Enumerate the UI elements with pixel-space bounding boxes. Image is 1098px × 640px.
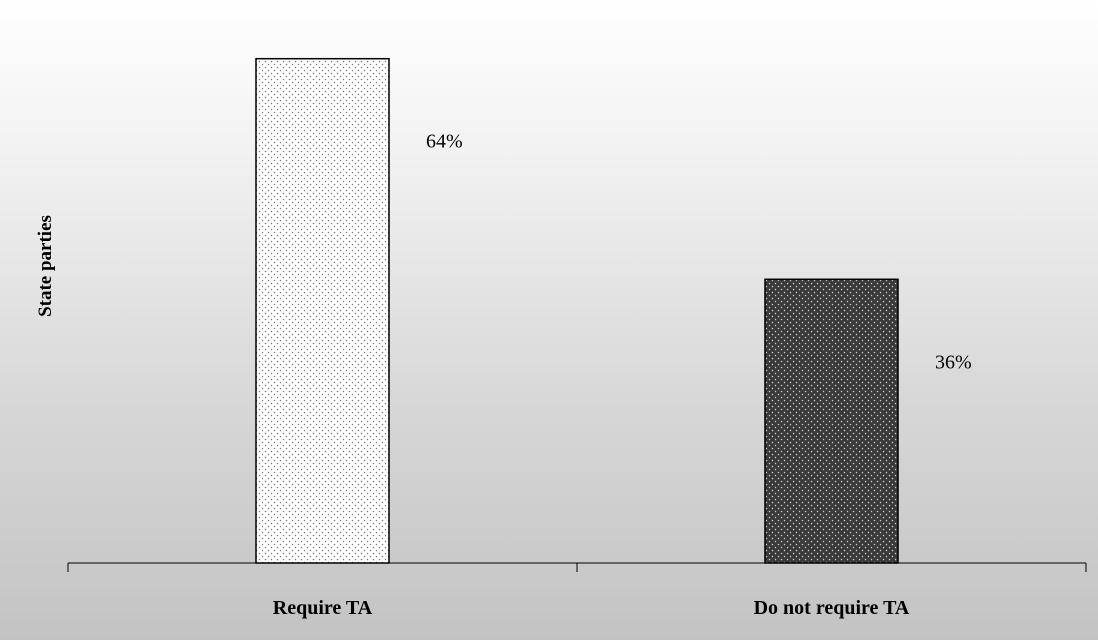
bar-0	[255, 57, 390, 564]
bars-layer	[255, 57, 899, 564]
x-axis	[67, 562, 1087, 572]
x-tick-label-0: Require TA	[273, 597, 373, 619]
x-tick-labels: Require TA Do not require TA	[273, 597, 910, 619]
data-label-0: 64%	[426, 131, 463, 153]
data-labels-layer: 64% 36%	[426, 131, 972, 374]
y-axis-label: State parties	[35, 215, 56, 317]
x-tick-label-1: Do not require TA	[754, 597, 910, 619]
bar-1	[764, 278, 899, 564]
data-label-1: 36%	[935, 351, 972, 373]
